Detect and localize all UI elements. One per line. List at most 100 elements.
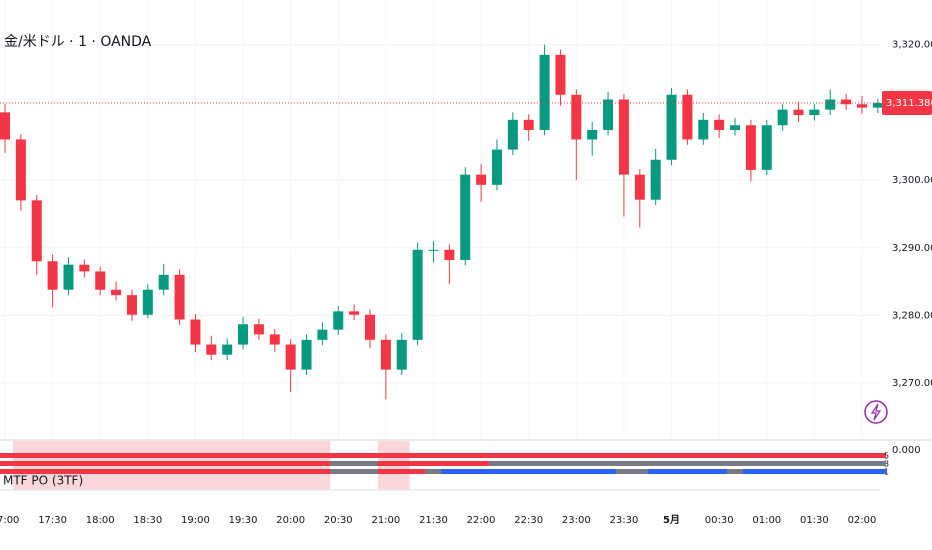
indicator-segment xyxy=(488,461,886,466)
candle-body xyxy=(317,329,328,340)
indicator-scale-label: 1 xyxy=(884,468,889,477)
candle-body xyxy=(507,119,518,150)
candle-body xyxy=(349,311,360,315)
candle-body xyxy=(301,339,312,370)
indicator-title: MTF PO (3TF) xyxy=(3,474,83,488)
candle-body xyxy=(63,264,74,290)
candle-body xyxy=(555,54,566,95)
candle-body xyxy=(539,54,550,130)
y-tick-label: 3,280.000 xyxy=(892,310,932,321)
candle-body xyxy=(428,249,439,251)
x-tick-label: 00:30 xyxy=(705,515,734,526)
y-tick-label: 3,290.000 xyxy=(892,243,932,254)
candle-body xyxy=(698,119,709,140)
candle-body xyxy=(444,249,455,260)
x-tick-label: 21:30 xyxy=(419,515,448,526)
icon-circle xyxy=(864,400,888,424)
candle-body xyxy=(571,94,582,140)
candle-body xyxy=(365,314,376,340)
icon-bolt xyxy=(870,403,882,421)
candle-body xyxy=(603,99,614,130)
x-tick-label: 17:00 xyxy=(0,515,19,526)
candle-body xyxy=(761,125,772,170)
candle-body xyxy=(412,249,423,340)
x-tick-label: 02:00 xyxy=(848,515,877,526)
candle-body xyxy=(95,271,106,290)
y-tick-label: 3,300.000 xyxy=(892,175,932,186)
candle-body xyxy=(460,174,471,260)
x-tick-label: 20:30 xyxy=(324,515,353,526)
candles xyxy=(0,44,883,400)
indicator-segment xyxy=(0,461,347,466)
indicator-segment xyxy=(441,469,632,474)
candle-body xyxy=(777,109,788,126)
candle-body xyxy=(190,319,201,345)
last-price-box xyxy=(882,91,932,116)
candle-body xyxy=(111,289,122,296)
indicator-segment xyxy=(742,469,886,474)
candle-body xyxy=(714,119,725,130)
grid xyxy=(0,44,880,384)
last-price-label: 3,311.380 xyxy=(886,98,932,109)
candle-body xyxy=(587,129,598,140)
y-tick-label: 3,270.000 xyxy=(892,378,932,389)
candle-body xyxy=(333,311,344,330)
x-tick-label: 22:00 xyxy=(467,515,496,526)
x-tick-label: 19:00 xyxy=(181,515,210,526)
candle-body xyxy=(856,104,867,108)
candle-body xyxy=(142,289,153,315)
candle-body xyxy=(126,295,137,315)
x-tick-label: 18:30 xyxy=(133,515,162,526)
x-tick-label: 23:00 xyxy=(562,515,591,526)
candle-body xyxy=(825,99,836,110)
candle-body xyxy=(666,94,677,160)
indicator-pane xyxy=(0,441,886,490)
candle-body xyxy=(793,109,804,116)
candle-body xyxy=(682,94,693,140)
candle-body xyxy=(618,99,629,175)
candle-body xyxy=(841,99,852,105)
x-tick-label: 20:00 xyxy=(276,515,305,526)
candle-body xyxy=(206,344,217,355)
indicator-segment xyxy=(647,469,744,474)
x-tick-label: 17:30 xyxy=(38,515,67,526)
indicator-segment xyxy=(0,453,886,458)
x-tick-label: 23:30 xyxy=(610,515,639,526)
candle-body xyxy=(79,264,90,272)
indicator-segment xyxy=(377,461,505,466)
indicator-segment xyxy=(330,461,394,466)
candle-body xyxy=(872,103,883,108)
indicator-scale-label: 5 xyxy=(884,452,889,461)
candle-body xyxy=(0,112,10,140)
candle-body xyxy=(238,324,249,345)
x-tick-label: 18:00 xyxy=(86,515,115,526)
candle-body xyxy=(285,344,296,370)
candle-body xyxy=(634,174,645,200)
indicator-segment xyxy=(377,469,442,474)
x-tick-label: 01:00 xyxy=(752,515,781,526)
x-tick-label: 01:30 xyxy=(800,515,829,526)
candle-body xyxy=(174,274,185,320)
candle-body xyxy=(158,274,169,290)
candle-body xyxy=(253,324,264,335)
indicator-zero-label: 0.000 xyxy=(892,445,921,456)
candle-body xyxy=(476,174,487,185)
chart-title: 金/米ドル · 1 · OANDA xyxy=(4,34,152,50)
candle-body xyxy=(809,109,820,116)
candle-body xyxy=(31,200,42,262)
x-tick-label: 19:30 xyxy=(229,515,258,526)
x-tick-label: 21:00 xyxy=(371,515,400,526)
lightning-icon[interactable] xyxy=(864,400,888,424)
indicator-segment xyxy=(0,469,347,474)
y-tick-label: 3,320.000 xyxy=(892,40,932,51)
candle-body xyxy=(15,139,26,201)
candle-body xyxy=(730,125,741,130)
candle-body xyxy=(650,159,661,200)
x-tick-label: 22:30 xyxy=(514,515,543,526)
candle-body xyxy=(222,344,233,355)
candle-body xyxy=(523,119,534,130)
indicator-segment xyxy=(615,469,664,474)
x-tick-label: 5月 xyxy=(663,514,680,526)
